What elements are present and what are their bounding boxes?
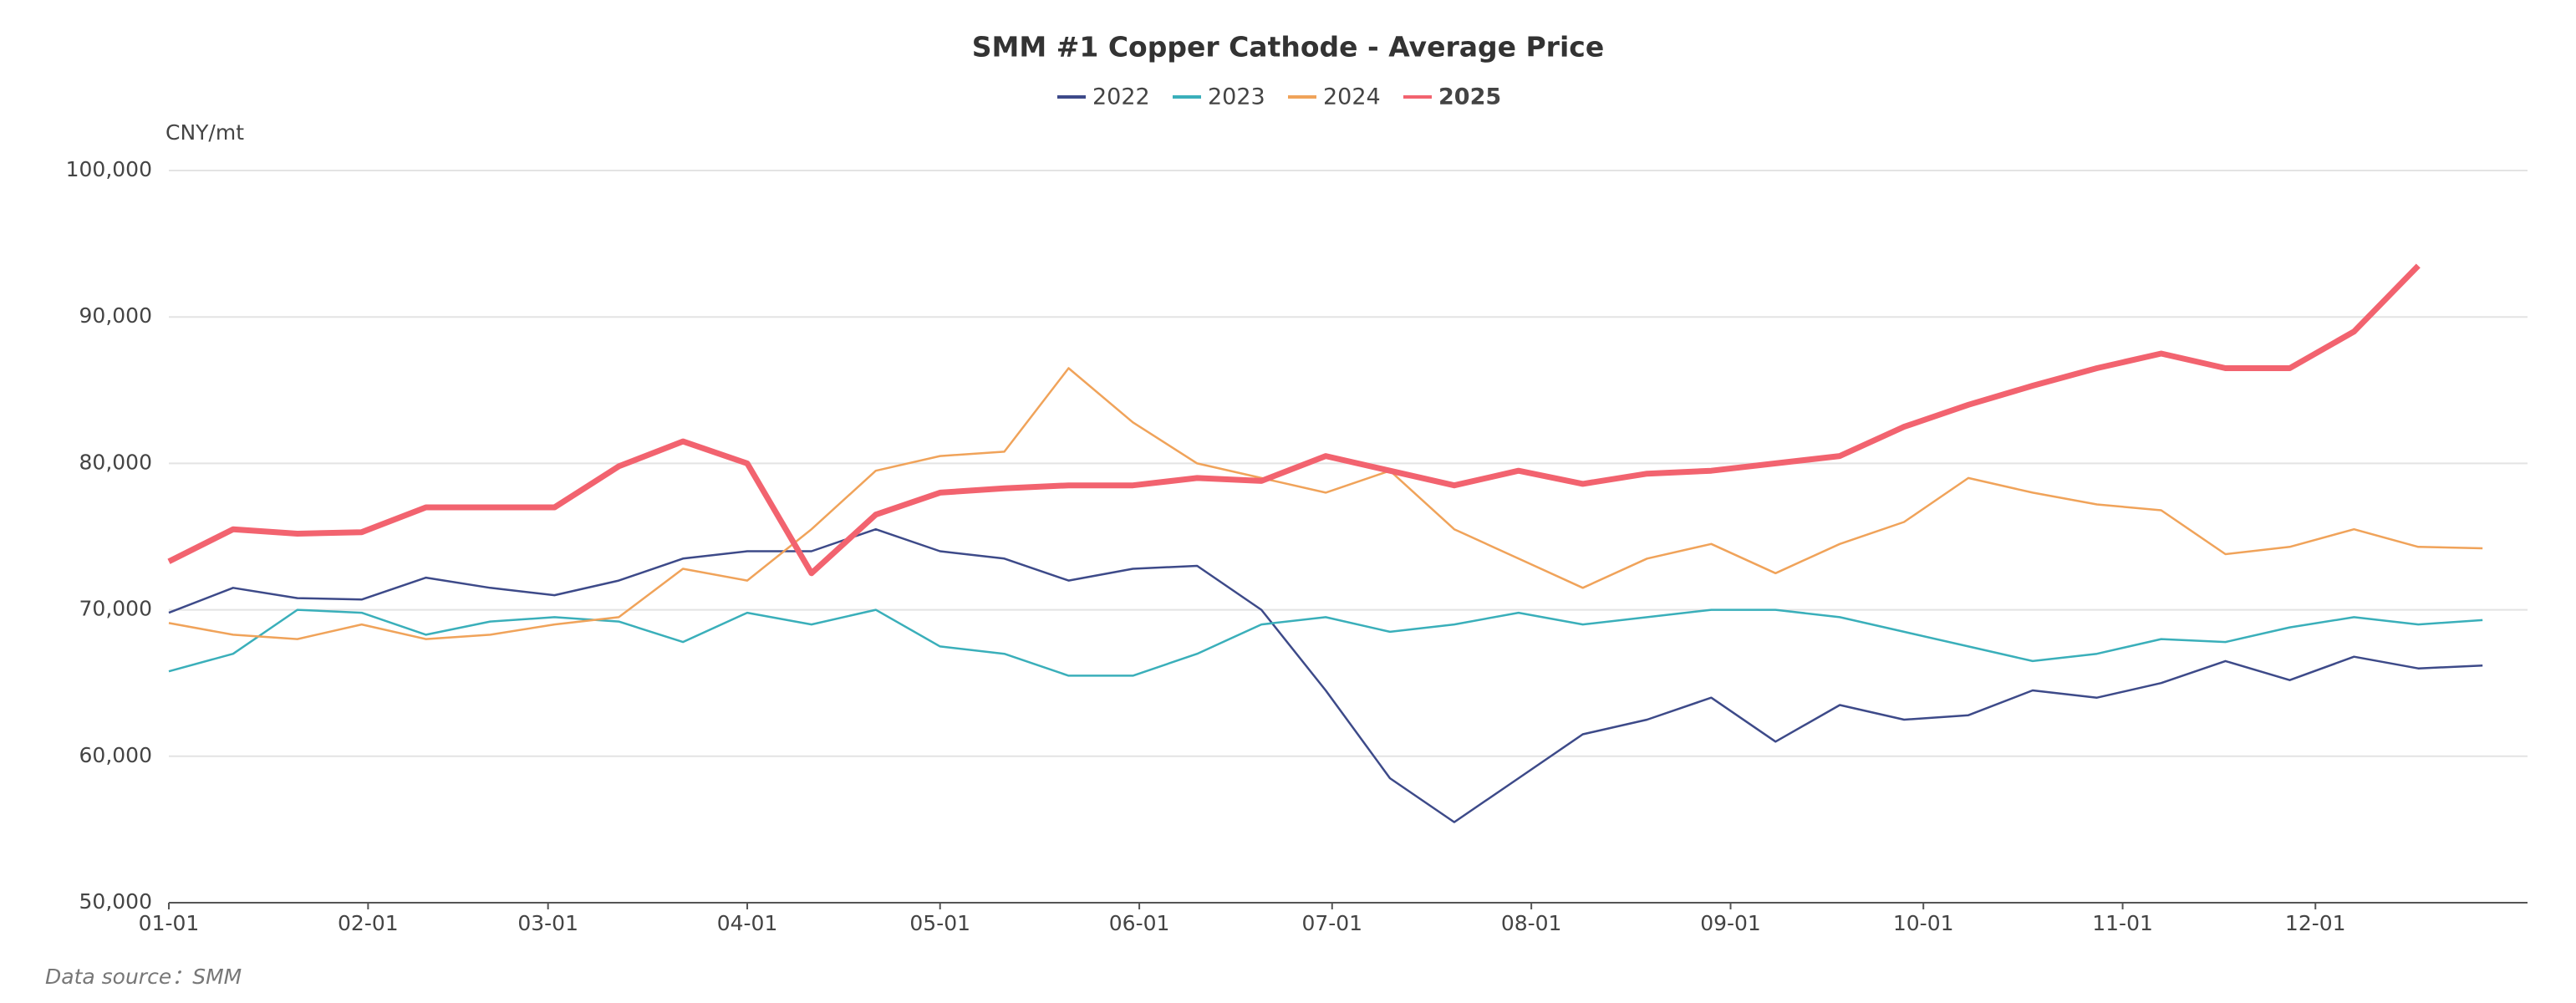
x-tick-label: 07-01 (1301, 911, 1362, 935)
x-tick-label: 09-01 (1700, 911, 1761, 935)
x-tick-label: 03-01 (517, 911, 578, 935)
source: Data source：SMM (45, 965, 242, 989)
y-tick-label: 80,000 (79, 450, 152, 474)
chart-title: SMM #1 Copper Cathode - Average Price (972, 31, 1604, 64)
x-tick-label: 01-01 (139, 911, 200, 935)
x-tick-label: 06-01 (1109, 911, 1170, 935)
legend-label[interactable]: 2023 (1208, 84, 1265, 110)
x-tick-label: 04-01 (717, 911, 778, 935)
x-tick-label: 10-01 (1893, 911, 1954, 935)
line-series (168, 608, 2483, 677)
legend-label[interactable]: 2024 (1323, 84, 1381, 110)
legend-label[interactable]: 2022 (1092, 84, 1150, 110)
x-tick-label: 12-01 (2285, 911, 2346, 935)
legend-label[interactable]: 2025 (1438, 84, 1501, 110)
x-tick-label: 08-01 (1501, 911, 1562, 935)
y-tick-label: 70,000 (79, 597, 152, 621)
x-tick-label: 02-01 (338, 911, 399, 935)
x-tick-label: 11-01 (2092, 911, 2153, 935)
line-series (168, 367, 2483, 640)
line-series (168, 527, 2483, 823)
y-tick-label: 60,000 (79, 743, 152, 767)
y-tick-label: 100,000 (66, 157, 152, 181)
line-series (167, 263, 2421, 577)
y-tick-label: 90,000 (79, 303, 152, 328)
y-tick-label: 50,000 (79, 889, 152, 914)
y-unit: CNY/mt (165, 120, 244, 145)
x-tick-label: 05-01 (909, 911, 970, 935)
